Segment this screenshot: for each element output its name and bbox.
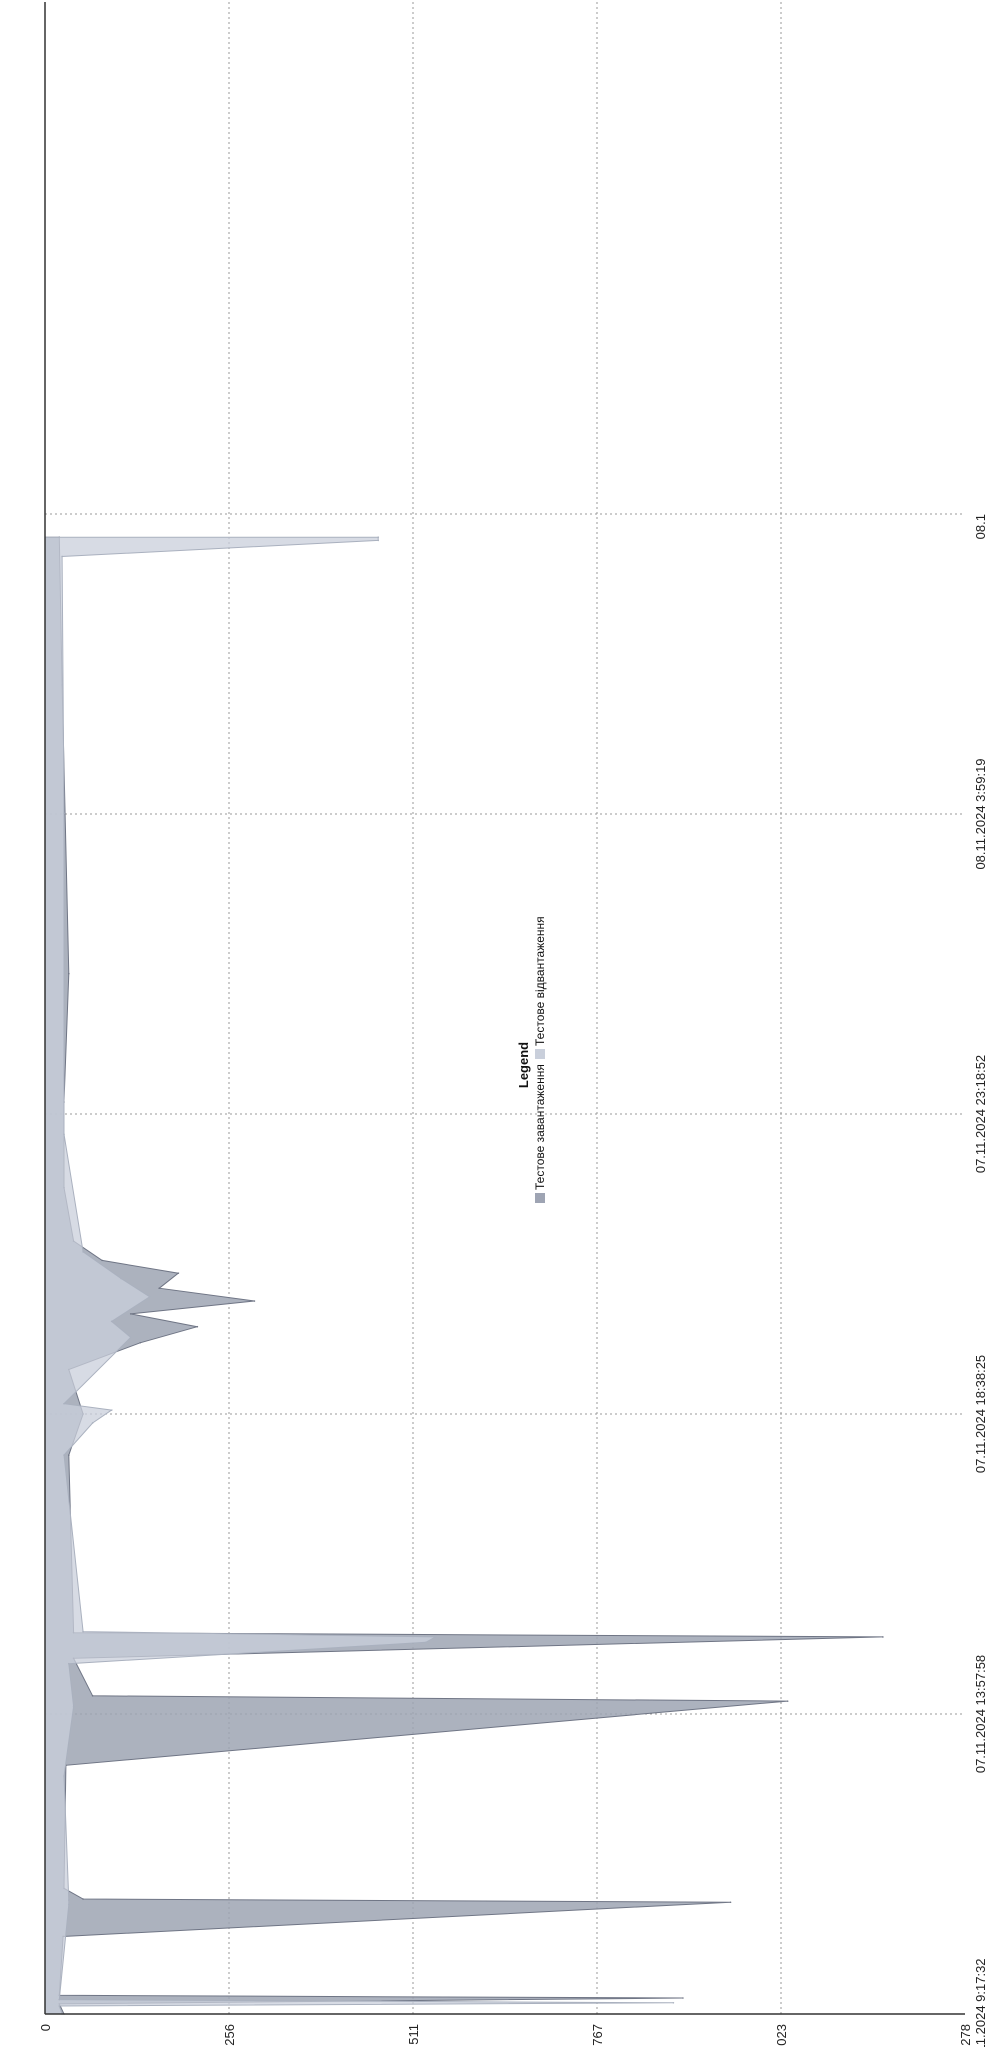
series-point (110, 1409, 113, 1411)
series-point (68, 972, 70, 975)
series-point (129, 1336, 132, 1339)
series-point (91, 1694, 94, 1697)
grid-layer (45, 2, 965, 2014)
series-point (82, 1251, 84, 1253)
series-point (120, 1277, 122, 1280)
series-point (377, 539, 380, 542)
series-point (729, 1901, 732, 1904)
legend-swatch-download (535, 1049, 545, 1059)
series-point (63, 812, 65, 815)
series-point (91, 1422, 94, 1424)
series-point (148, 1295, 151, 1298)
series-point (82, 1898, 84, 1900)
series-point (68, 1662, 70, 1665)
time-tick-label: 07.11.2024 13:57:58 (973, 1655, 988, 1773)
legend-label-download: Тестове відвантаження (533, 916, 547, 1046)
series-point (158, 1287, 161, 1289)
series-point (882, 1636, 884, 1638)
series-point (72, 1705, 75, 1708)
series-point (682, 1997, 684, 1999)
legend-label-upload: Тестове завантаження (533, 1064, 547, 1190)
value-tick-label: 19 325 256 (222, 2024, 237, 2047)
series-point (110, 1320, 113, 1323)
time-tick-label: 07.11.2024 23:18:52 (973, 1055, 988, 1173)
value-tick-label: 38 650 511 (406, 2024, 421, 2047)
axis-layer (44, 2, 965, 2015)
series-point (253, 1300, 256, 1302)
tick-layer: 96 626 278 77 301 023 57 975 767 38 650 511… (38, 514, 988, 2047)
time-tick-label: 08.1 (973, 514, 988, 539)
series-point (129, 1313, 132, 1315)
series-point (425, 1641, 427, 1644)
series-point (63, 1775, 65, 1777)
value-tick-label: 57 975 767 (590, 2024, 605, 2047)
value-tick-label: 0 (38, 2024, 53, 2031)
series-point (68, 1903, 70, 1906)
series-layer (44, 536, 884, 2015)
value-tick-label: 96 626 278 (958, 2024, 973, 2047)
series-point (101, 1259, 103, 1262)
series-point (68, 1899, 70, 1901)
legend: Legend Тестове завантаження Тестове відв… (516, 916, 547, 1203)
series-point (68, 1454, 70, 1456)
value-tick-label: 77 301 023 (774, 2024, 789, 2047)
series-point (63, 1402, 65, 1405)
series-area (44, 536, 883, 2015)
series-point (377, 536, 380, 539)
series-point (58, 2005, 61, 2007)
series-point (58, 1998, 61, 2001)
time-tick-label: 08.11.2024 3:59:19 (973, 758, 988, 869)
legend-title: Legend (516, 1042, 531, 1088)
series-point (61, 555, 63, 558)
series-point (63, 1454, 65, 1456)
series-point (63, 1133, 65, 1135)
legend-swatch-upload (535, 1193, 545, 1203)
series-point (139, 1341, 142, 1344)
series-point (196, 1325, 199, 1328)
series-point (672, 2002, 675, 2004)
series-point (434, 1636, 437, 1638)
series-point (786, 1700, 789, 1702)
time-tick-label: 07.11.2024 9:17:32 (973, 1958, 988, 2047)
time-tick-label: 07.11.2024 18:38:25 (973, 1355, 988, 1473)
series-point (177, 1272, 180, 1275)
series-point (82, 1630, 84, 1633)
